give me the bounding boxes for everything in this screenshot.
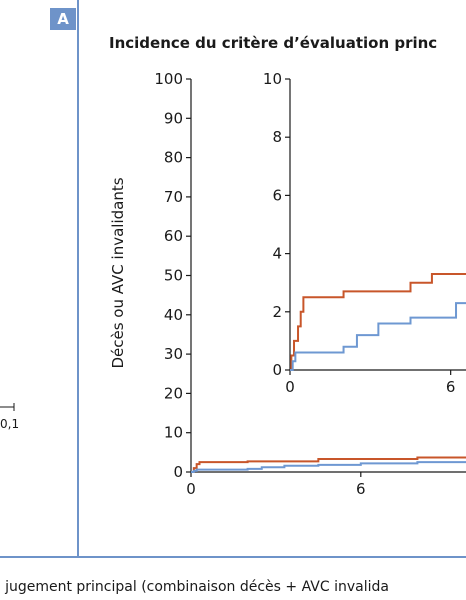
chart-title: Incidence du critère d’évaluation princ [109,34,438,52]
left-panel-tick-label: 0,1 [0,417,20,431]
main-y-tick-label: 80 [164,149,183,167]
inset-series-blue-line [290,302,466,371]
inset-background [250,71,466,398]
main-x-tick-label: 0 [186,480,196,498]
main-y-tick-label: 60 [164,227,183,245]
inset-y-tick-label: 0 [272,361,282,379]
main-y-tick-label: 10 [164,424,183,442]
inset-y-tick-label: 8 [272,128,282,146]
inset-y-tick-label: 4 [272,245,282,263]
main-series-blue-line [191,461,466,473]
inset-x-tick-label: 0 [285,378,295,396]
main-y-tick-label: 70 [164,188,183,206]
inset-y-tick-label: 2 [272,303,282,321]
inset-y-tick-label: 10 [263,70,282,88]
main-y-tick-label: 0 [173,463,183,481]
inset-series-orange-line [290,272,466,371]
main-y-tick-label: 40 [164,306,183,324]
main-y-tick-label: 100 [154,70,183,88]
main-series-orange-line [191,456,466,473]
main-y-tick-label: 30 [164,345,183,363]
main-y-tick-label: 20 [164,384,183,402]
panel-letter-badge: A [50,8,76,30]
inset-x-tick-label: 6 [446,378,456,396]
main-y-tick-label: 50 [164,267,183,285]
main-y-tick-label: 90 [164,109,183,127]
inset-y-tick-label: 6 [272,186,282,204]
main-x-tick-label: 6 [356,480,366,498]
figure-caption: e jugement principal (combinaison décès … [0,579,389,595]
